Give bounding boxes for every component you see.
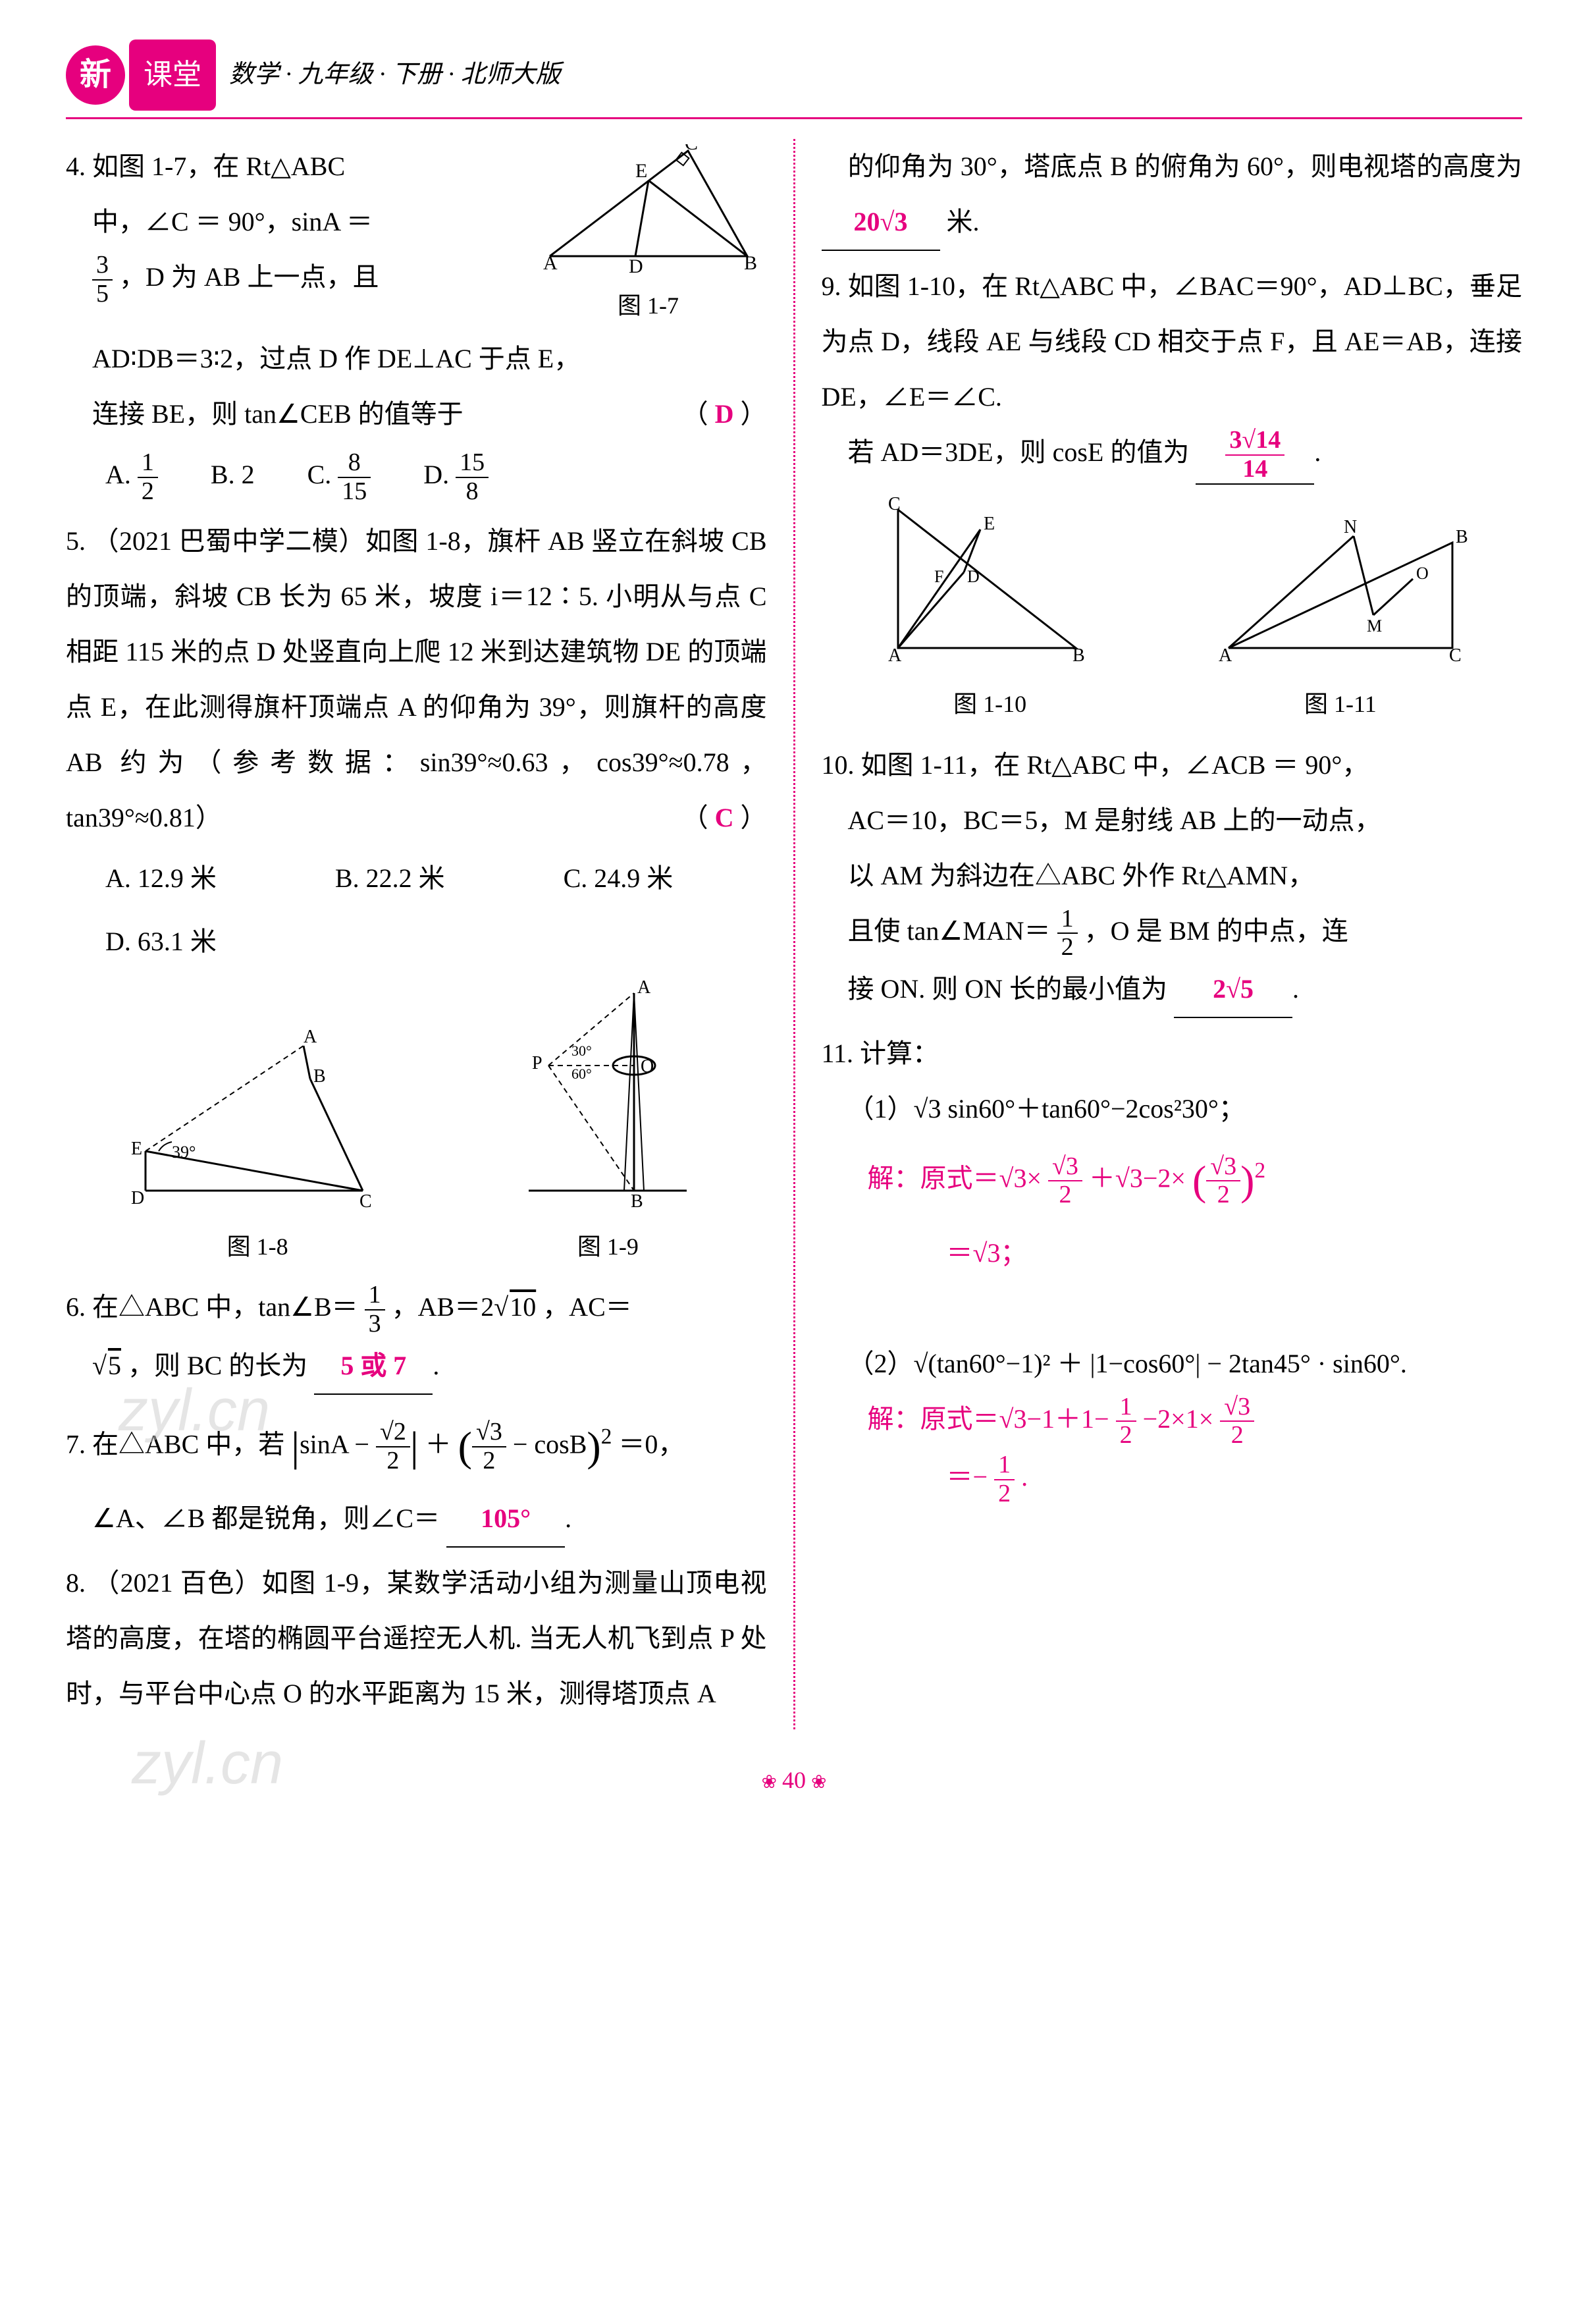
svg-text:B: B (744, 252, 757, 274)
q10-answer: 2√5 (1213, 974, 1254, 1004)
svg-text:A: A (888, 645, 902, 666)
figure-1-10: C A B E D F (865, 490, 1115, 674)
svg-text:A: A (543, 252, 558, 274)
question-6: 6. 在△ABC 中，tan∠B＝ 13 ，AB＝2√10 ，AC＝ √5 ，则… (66, 1280, 767, 1395)
svg-text:A: A (1219, 645, 1232, 666)
q4-l4: AD∶DB＝3∶2，过点 D 作 DE⊥AC 于点 E， (92, 344, 580, 373)
q4-num: 4. (66, 151, 86, 181)
q4-l5: 连接 BE，则 tan∠CEB 的值等于 (92, 399, 463, 429)
svg-text:P: P (532, 1053, 543, 1073)
q4-l2: 中，∠C ＝ 90°，sinA ＝ (92, 207, 373, 236)
q5-options: A. 12.9 米 B. 22.2 米 C. 24.9 米 D. 63.1 米 (105, 851, 767, 969)
q4-answer: D (715, 399, 734, 429)
svg-text:B: B (1072, 645, 1085, 666)
question-4: 4. 如图 1-7，在 Rt△ABC 中，∠C ＝ 90°，sinA ＝ 35 … (66, 139, 767, 505)
figure-1-7: A B C D E (537, 144, 760, 276)
svg-text:D: D (967, 567, 980, 586)
question-7: 7. 在△ABC 中，若 |sinA − √22| ＋ (√32 − cosB)… (66, 1403, 767, 1548)
left-column: 4. 如图 1-7，在 Rt△ABC 中，∠C ＝ 90°，sinA ＝ 35 … (66, 139, 767, 1729)
badge-text: 课堂 (129, 40, 216, 111)
figs-10-11: C A B E D F 图 1-10 A (822, 485, 1523, 730)
svg-text:A: A (304, 1027, 317, 1047)
q9-answer: 3√1414 (1225, 427, 1284, 483)
page-header: 新 课堂 数学 · 九年级 · 下册 · 北师大版 (66, 40, 1522, 111)
badge-circle: 新 (66, 45, 125, 105)
q7-answer: 105° (481, 1503, 531, 1533)
svg-text:E: E (131, 1139, 142, 1159)
q4-l3: ，D 为 AB 上一点，且 (119, 262, 379, 292)
question-8: 8. （2021 百色）如图 1-9，某数学活动小组为测量山顶电视塔的高度，在塔… (66, 1555, 767, 1721)
figs-8-9: 39° E D C B A 图 1-8 (66, 975, 767, 1272)
svg-text:C: C (888, 494, 901, 514)
svg-text:A: A (637, 980, 651, 998)
svg-text:D: D (131, 1188, 144, 1208)
svg-text:N: N (1344, 517, 1357, 537)
question-5: 5. （2021 巴蜀中学二模）如图 1-8，旗杆 AB 竖立在斜坡 CB 的顶… (66, 514, 767, 1272)
svg-text:C: C (359, 1191, 372, 1212)
right-column: 的仰角为 30°，塔底点 B 的俯角为 60°，则电视塔的高度为 20√3 米.… (822, 139, 1523, 1729)
q5-num: 5. (66, 526, 86, 556)
q4-l1: 如图 1-7，在 Rt△ABC (92, 151, 345, 181)
question-9: 9. 如图 1-10，在 Rt△ABC 中，∠BAC＝90°，AD⊥BC，垂足为… (822, 259, 1523, 729)
svg-text:30°: 30° (571, 1042, 592, 1059)
svg-text:60°: 60° (571, 1066, 592, 1082)
figure-1-8: 39° E D C B A (119, 1019, 396, 1217)
svg-text:O: O (1416, 564, 1429, 583)
subtitle: 数学 · 九年级 · 下册 · 北师大版 (229, 49, 561, 101)
svg-text:E: E (635, 160, 647, 182)
svg-text:B: B (1456, 527, 1468, 547)
watermark-2: zyl.cn (132, 1702, 283, 1826)
svg-text:B: B (313, 1066, 326, 1087)
brand-badge: 新 课堂 (66, 40, 216, 111)
svg-text:F: F (934, 567, 943, 586)
svg-text:D: D (629, 256, 643, 276)
q11-solution-1: 解：原式＝√3× √32 ＋√3−2× (√32)2 ＝√3； (868, 1137, 1523, 1280)
column-divider (793, 139, 795, 1729)
q4-options: A. 12 B. 2 C. 815 D. 158 (105, 447, 767, 506)
svg-text:B: B (631, 1191, 643, 1212)
q5-text: （2021 巴蜀中学二模）如图 1-8，旗杆 AB 竖立在斜坡 CB 的顶端，斜… (66, 526, 767, 832)
q11-solution-2: 解：原式＝√3−1＋1− 12 −2×1× √32 ＝− 12 . (868, 1392, 1523, 1508)
q8-answer: 20√3 (854, 207, 908, 236)
svg-text:39°: 39° (172, 1143, 196, 1162)
q6-answer: 5 或 7 (340, 1351, 406, 1380)
page-columns: 4. 如图 1-7，在 Rt△ABC 中，∠C ＝ 90°，sinA ＝ 35 … (66, 139, 1522, 1729)
figure-1-11: A C B N M O (1202, 503, 1479, 674)
page-number: 40 (748, 1756, 840, 1806)
question-11: 11. 计算： （1）√3 sin60°＋tan60°−2cos²30°； 解：… (822, 1026, 1523, 1508)
svg-text:C: C (685, 144, 698, 154)
svg-text:O: O (641, 1056, 654, 1077)
question-8-cont: 的仰角为 30°，塔底点 B 的俯角为 60°，则电视塔的高度为 20√3 米. (822, 139, 1523, 251)
svg-text:E: E (984, 514, 995, 534)
svg-text:C: C (1449, 645, 1462, 666)
header-rule (66, 117, 1522, 119)
question-10: 10. 如图 1-11，在 Rt△ABC 中，∠ACB ＝ 90°， AC＝10… (822, 738, 1523, 1019)
figure-1-9: P O A B 30° 60° (502, 980, 713, 1217)
fig1-7-caption: 图 1-7 (530, 281, 767, 331)
svg-text:M: M (1367, 616, 1382, 635)
q5-answer: C (715, 803, 734, 832)
